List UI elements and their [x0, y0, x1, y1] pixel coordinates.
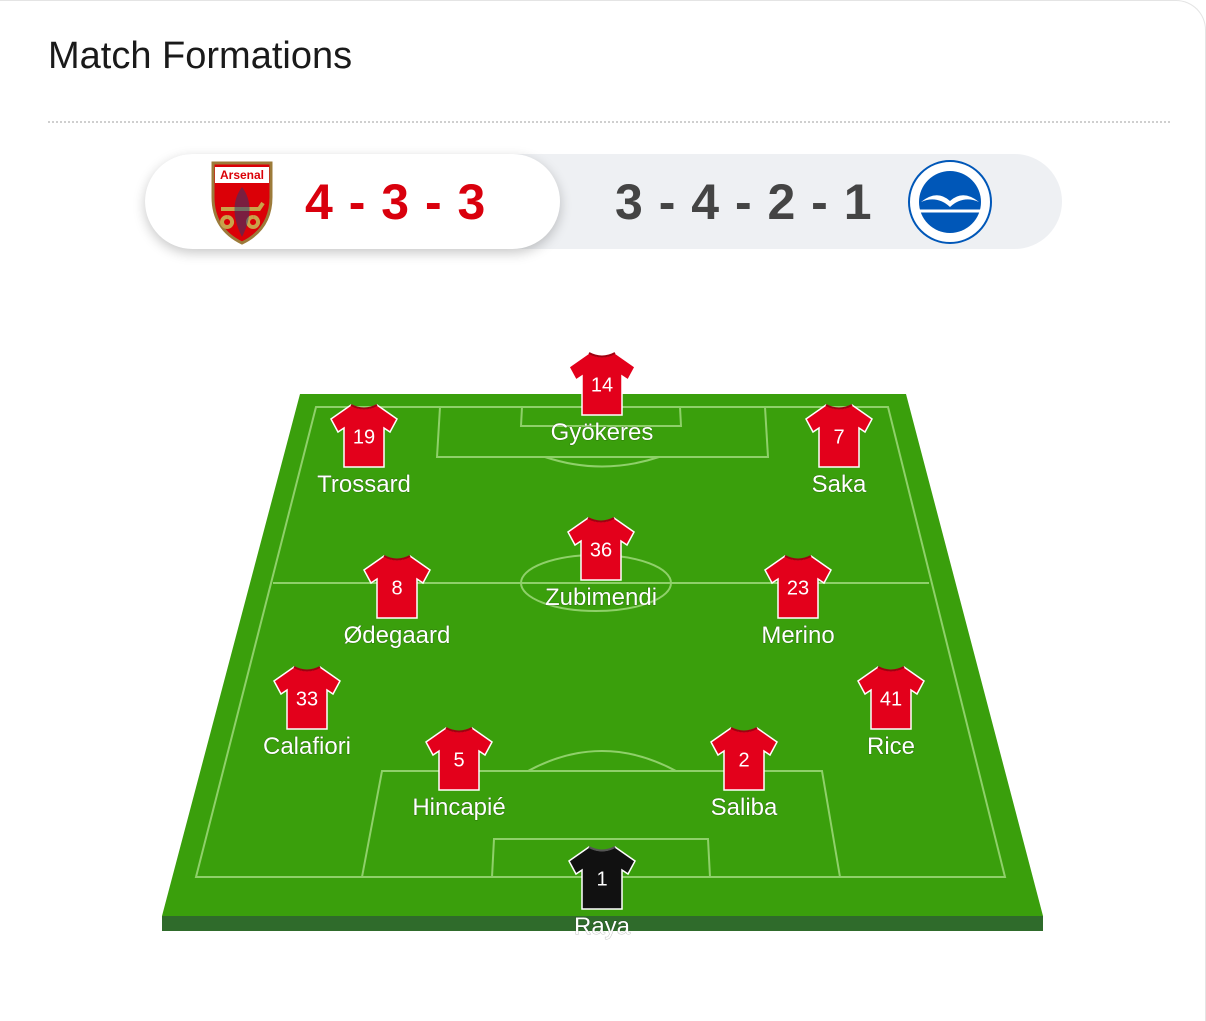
shirt-collar [730, 727, 758, 733]
player-name: Raya [574, 913, 631, 940]
crest-text: Arsenal [220, 168, 264, 182]
shirt-collar [784, 555, 812, 561]
player-name: Zubimendi [545, 584, 657, 611]
player: 19 Trossard [317, 404, 411, 499]
shirt-collar [293, 666, 321, 672]
player-name: Merino [761, 622, 834, 649]
shirt-collar [587, 517, 615, 523]
player: 5 Hincapié [412, 727, 506, 822]
shirt-number: 33 [296, 688, 318, 710]
player: 2 Saliba [710, 727, 779, 822]
away-tab[interactable]: 3 - 4 - 2 - 1 [585, 154, 1062, 249]
away-formation: 3 - 4 - 2 - 1 [615, 173, 873, 230]
player-name: Saliba [711, 794, 778, 821]
shirt-collar [445, 727, 473, 733]
pitch: 14 Gyökeres 19 Trossard 7 Saka 36 Zubimendi 8 Øde… [162, 352, 1043, 941]
shirt-number: 5 [453, 749, 464, 771]
player-name: Rice [867, 733, 915, 760]
player: 23 Merino [761, 555, 835, 650]
player-name: Gyökeres [551, 419, 654, 446]
player-name: Ødegaard [344, 622, 451, 649]
player: 36 Zubimendi [544, 517, 658, 612]
home-crest: Arsenal [211, 161, 273, 245]
player: 33 Calafiori [262, 666, 352, 761]
home-tab[interactable]: Arsenal 4 - 3 - 3 [145, 154, 560, 249]
shirt-number: 36 [590, 539, 612, 561]
shirt-collar [588, 352, 616, 358]
shirt-collar [383, 555, 411, 561]
player: 41 Rice [857, 666, 925, 761]
shirt-number: 7 [833, 426, 844, 448]
divider [48, 121, 1170, 123]
shirt-number: 23 [787, 577, 809, 599]
player: 1 Raya [568, 846, 636, 941]
player-name: Saka [812, 471, 867, 498]
player: 8 Ødegaard [343, 555, 451, 650]
shirt-number: 1 [596, 868, 607, 890]
shirt-number: 14 [591, 374, 613, 396]
shirt-collar [877, 666, 905, 672]
shirt-collar [825, 404, 853, 410]
shirt-number: 8 [391, 577, 402, 599]
shirt-collar [350, 404, 378, 410]
player-name: Calafiori [263, 733, 351, 760]
home-formation: 4 - 3 - 3 [305, 173, 487, 230]
shirt-collar [588, 846, 616, 852]
away-crest [908, 160, 992, 244]
shirt-number: 41 [880, 688, 902, 710]
shirt-number: 19 [353, 426, 375, 448]
player: 7 Saka [805, 404, 873, 499]
player: 14 Gyökeres [550, 352, 654, 447]
formation-toggle: Arsenal 4 - 3 - 3 3 - 4 - 2 - 1 [145, 154, 1062, 249]
title: Match Formations [48, 35, 353, 77]
player-name: Hincapié [412, 794, 505, 821]
shirt-number: 2 [738, 749, 749, 771]
player-name: Trossard [317, 471, 411, 498]
